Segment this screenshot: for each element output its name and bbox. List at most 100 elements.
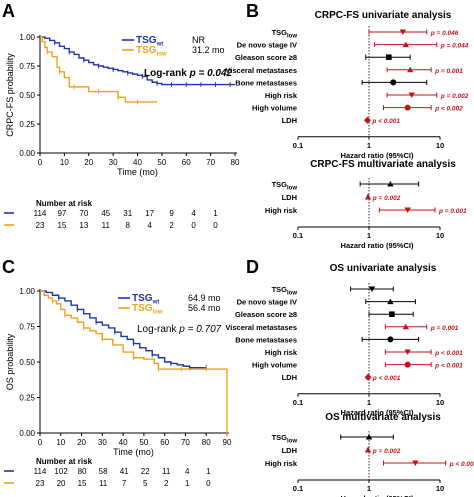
risk-count: 7 <box>122 479 127 488</box>
hr-axis-label: Hazard ratio (95%CI) <box>341 151 414 160</box>
forest-row-label: High volume <box>252 361 297 370</box>
row-pvalue: p = 0.002 <box>372 448 401 455</box>
hr-point <box>404 104 411 111</box>
forest-title: CRPC-FS univariate analysis <box>315 10 452 21</box>
x-tick-label: 60 <box>160 438 169 447</box>
x-tick-label: 50 <box>157 158 166 167</box>
x-tick-label: 30 <box>98 438 107 447</box>
forest-plot: OS multivariate analysis 0.1 1 10 Hazard rat… <box>265 412 474 497</box>
forest-row-label: Visceral metastases <box>225 323 297 332</box>
risk-count: 11 <box>102 221 111 230</box>
x-tick-label: 0 <box>38 438 43 447</box>
row-pvalue: p < 0.001 <box>434 350 463 357</box>
risk-count: 4 <box>185 467 190 476</box>
logrank-pvalue: Log-rank p = 0.042 <box>144 68 233 79</box>
hr-axis-label: Hazard ratio (95%CI) <box>341 494 414 497</box>
y-axis-label: CRPC-FS probability <box>5 53 15 137</box>
hr-point <box>412 460 419 466</box>
hr-point <box>363 116 371 124</box>
hr-axis-label: Hazard ratio (95%CI) <box>341 408 414 417</box>
panel-letter-a: A <box>2 1 15 21</box>
hr-tick-label: 1 <box>367 141 371 150</box>
risk-count: 22 <box>141 467 150 476</box>
x-tick-label: 70 <box>206 158 215 167</box>
forest-row-label: TSGlow <box>272 433 298 445</box>
hr-point <box>365 434 373 440</box>
hr-tick-label: 0.1 <box>293 231 303 240</box>
hr-point <box>408 92 415 98</box>
hr-point <box>402 323 410 330</box>
hr-point <box>364 194 372 200</box>
risk-count: 102 <box>54 467 68 476</box>
forest-row-label: Visceral metastases <box>225 66 297 75</box>
risk-count: 41 <box>120 467 129 476</box>
risk-count: 114 <box>34 209 47 218</box>
x-tick-label: 50 <box>139 438 148 447</box>
risk-count: 0 <box>206 479 211 488</box>
hr-point <box>402 41 410 48</box>
forest-plot: CRPC-FS univariate analysis 0.1 1 10 Hazard … <box>225 10 468 160</box>
y-tick-label: 1.00 <box>19 287 35 296</box>
hr-point <box>399 29 407 35</box>
x-tick-label: 80 <box>231 158 240 167</box>
hr-point <box>390 79 397 86</box>
hr-point <box>404 207 411 213</box>
forest-row-label: TSGlow <box>272 28 298 40</box>
forest-row-label: TSGlow <box>272 285 298 297</box>
row-pvalue: p < 0.001 <box>434 363 463 370</box>
row-pvalue: p = 0.046 <box>430 30 459 37</box>
hr-point <box>385 54 392 60</box>
risk-count: 2 <box>164 479 169 488</box>
row-pvalue: p < 0.001 <box>372 375 401 382</box>
risk-count: 4 <box>191 209 196 218</box>
row-pvalue: p < 0.001 <box>449 461 474 468</box>
hr-point <box>404 361 411 368</box>
logrank-pvalue: Log-rank p = 0.707 <box>137 324 222 335</box>
hr-tick-label: 1 <box>367 398 371 407</box>
hr-point <box>387 181 394 187</box>
risk-count: 9 <box>169 209 174 218</box>
risk-count: 58 <box>99 467 108 476</box>
forest-row-label: TSGlow <box>272 180 298 192</box>
x-tick-label: 0 <box>38 158 43 167</box>
risk-count: 23 <box>36 479 45 488</box>
forest-title: OS univariate analysis <box>330 263 437 274</box>
km-curve-low <box>40 290 228 433</box>
km-curve-low <box>40 36 157 103</box>
risk-count: 45 <box>101 209 110 218</box>
hr-tick-label: 10 <box>436 398 444 407</box>
risk-count: 15 <box>78 479 87 488</box>
forest-row-label: Gleason score ≥8 <box>235 53 297 62</box>
hr-tick-label: 1 <box>367 484 371 493</box>
row-pvalue: p = 0.001 <box>434 68 463 75</box>
x-tick-label: 30 <box>109 158 118 167</box>
km-curve-wt <box>40 290 207 369</box>
forest-row-label: LDH <box>282 116 297 125</box>
risk-count: 20 <box>57 479 66 488</box>
legend-median: NR <box>192 35 205 45</box>
y-tick-label: 0.00 <box>19 429 35 438</box>
forest-row-label: High volume <box>252 104 297 113</box>
hr-point <box>406 66 414 73</box>
x-axis-label: Time (mo) <box>117 167 158 177</box>
row-pvalue: p = 0.002 <box>372 195 401 202</box>
risk-count: 4 <box>147 221 152 230</box>
risk-count: 11 <box>162 467 171 476</box>
y-tick-label: 0.00 <box>19 149 35 158</box>
row-pvalue: p < 0.001 <box>371 118 400 125</box>
legend-label-low: TSGlow <box>132 303 163 316</box>
risk-count: 31 <box>123 209 132 218</box>
km-curve-wt <box>40 36 235 86</box>
x-tick-label: 40 <box>133 158 142 167</box>
forest-row-label: High risk <box>265 459 298 468</box>
legend-label-wt: TSGwt <box>136 35 163 48</box>
hr-tick-label: 10 <box>436 231 444 240</box>
y-tick-label: 0.50 <box>19 91 35 100</box>
risk-count: 1 <box>185 479 190 488</box>
panel-letter-d: D <box>246 257 259 277</box>
panel-letter-c: C <box>2 257 15 277</box>
forest-row-label: LDH <box>282 446 297 455</box>
y-tick-label: 0.75 <box>19 62 35 71</box>
hr-point <box>389 311 395 317</box>
row-pvalue: p = 0.002 <box>440 93 469 100</box>
